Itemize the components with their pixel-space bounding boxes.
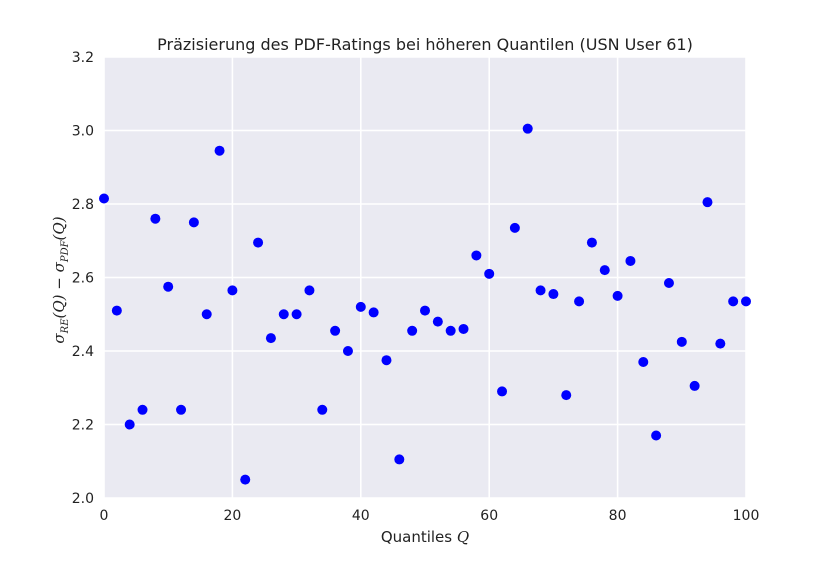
- data-point: [265, 333, 276, 344]
- data-point: [368, 307, 379, 318]
- x-tick-label: 40: [352, 508, 370, 524]
- data-point: [407, 325, 418, 336]
- data-point: [586, 237, 597, 248]
- data-point: [137, 404, 148, 415]
- data-point: [561, 390, 572, 401]
- data-point: [150, 213, 161, 224]
- data-point: [330, 325, 341, 336]
- y-tick-label: 2.2: [72, 418, 94, 434]
- data-point: [99, 193, 109, 204]
- data-point: [522, 123, 533, 134]
- data-point: [471, 250, 482, 261]
- data-point: [509, 222, 520, 233]
- x-tick-label: 20: [223, 508, 241, 524]
- data-point: [381, 355, 392, 366]
- x-tick-label: 100: [733, 508, 760, 524]
- data-point: [689, 380, 700, 391]
- data-point: [599, 265, 610, 276]
- data-point: [163, 281, 174, 292]
- data-point: [188, 217, 199, 228]
- x-tick-label: 80: [609, 508, 627, 524]
- data-point: [484, 268, 495, 279]
- data-point: [291, 309, 302, 320]
- data-point: [676, 336, 687, 347]
- data-point: [741, 296, 751, 307]
- y-tick-label: 2.8: [72, 197, 94, 213]
- y-tick-label: 2.0: [72, 491, 94, 507]
- data-point: [445, 325, 456, 336]
- x-tick-label: 60: [480, 508, 498, 524]
- data-point: [201, 309, 212, 320]
- data-point: [240, 474, 251, 485]
- data-point: [420, 305, 430, 316]
- data-points: [99, 123, 751, 485]
- y-tick-label: 2.6: [72, 271, 94, 287]
- y-tick-label: 3.2: [72, 50, 94, 66]
- y-axis-label: σRE(Q) − σPDF(Q): [50, 216, 71, 343]
- data-point: [278, 309, 289, 320]
- data-point: [458, 323, 469, 334]
- data-point: [535, 285, 546, 296]
- grid-lines: [103, 56, 747, 499]
- data-point: [214, 145, 225, 156]
- x-tick-labels: 0 20 40 60 80 100: [100, 508, 760, 524]
- data-point: [111, 305, 122, 316]
- data-point: [253, 237, 264, 248]
- y-tick-label: 2.4: [72, 344, 94, 360]
- x-axis-label: Quantiles Q: [381, 528, 469, 546]
- data-point: [317, 404, 328, 415]
- data-point: [638, 357, 649, 368]
- y-tick-label: 3.0: [72, 124, 94, 140]
- chart-title: Präzisierung des PDF-Ratings bei höheren…: [157, 35, 693, 54]
- data-point: [497, 386, 508, 397]
- data-point: [394, 454, 405, 465]
- data-point: [625, 255, 636, 266]
- data-point: [728, 296, 739, 307]
- data-point: [702, 197, 713, 208]
- data-point: [124, 419, 135, 430]
- data-point: [227, 285, 238, 296]
- data-point: [176, 404, 187, 415]
- data-point: [355, 301, 366, 312]
- data-point: [651, 430, 662, 441]
- x-tick-label: 0: [100, 508, 109, 524]
- data-point: [574, 296, 585, 307]
- data-point: [612, 290, 623, 301]
- data-point: [342, 346, 353, 356]
- data-point: [715, 338, 726, 349]
- data-point: [548, 289, 559, 300]
- data-point: [304, 285, 315, 296]
- data-point: [432, 316, 443, 327]
- data-point: [663, 278, 674, 289]
- y-tick-labels: 2.0 2.2 2.4 2.6 2.8 3.0 3.2: [72, 50, 94, 507]
